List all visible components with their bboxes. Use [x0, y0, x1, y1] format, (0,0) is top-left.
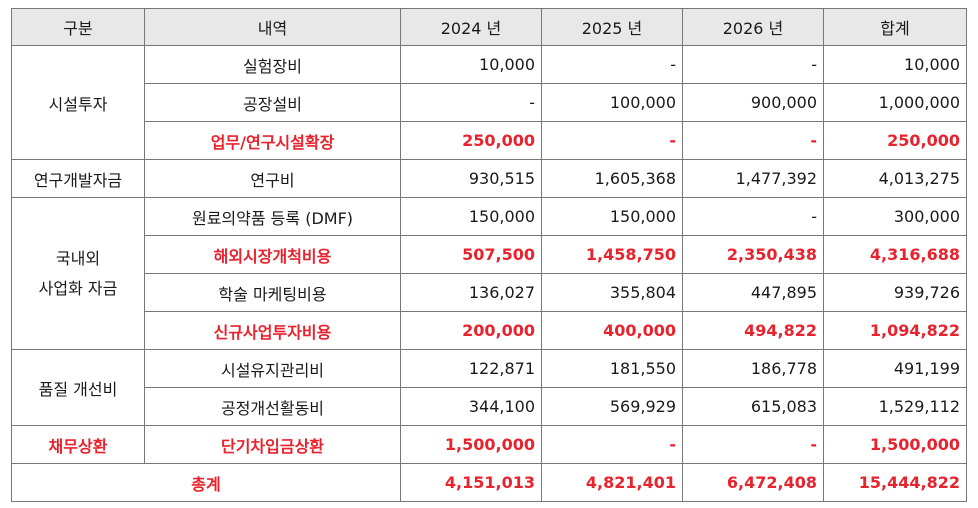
group-facility: 시설투자 [11, 45, 145, 160]
group-rnd: 연구개발자금 [11, 159, 145, 198]
group-business: 국내외 사업화 자금 [11, 197, 145, 350]
table-row: 업무/연구시설확장 250,000 - - 250,000 [12, 121, 967, 160]
row-item: 업무/연구시설확장 [144, 121, 401, 160]
row-2026: 186,778 [682, 349, 824, 388]
row-2024: 930,515 [400, 159, 542, 198]
header-category: 구분 [11, 8, 145, 46]
row-2026: 1,477,392 [682, 159, 824, 198]
grand-total-2024: 4,151,013 [400, 463, 542, 502]
row-total: 1,094,822 [823, 311, 967, 350]
grand-total-label: 총계 [11, 463, 401, 502]
header-row: 구분 내역 2024 년 2025 년 2026 년 합계 [11, 8, 967, 46]
row-2024: - [400, 83, 542, 122]
row-item: 해외시장개척비용 [144, 235, 401, 274]
row-total: 1,500,000 [823, 425, 967, 464]
group-business-line2: 사업화 자금 [38, 278, 118, 298]
table-row: 채무상환 단기차입금상환 1,500,000 - - 1,500,000 [11, 425, 967, 464]
group-debt: 채무상환 [11, 425, 145, 464]
header-2024: 2024 년 [400, 8, 542, 46]
row-2025: 1,605,368 [541, 159, 683, 198]
table-row: 해외시장개척비용 507,500 1,458,750 2,350,438 4,3… [12, 235, 967, 274]
header-item: 내역 [144, 8, 401, 46]
header-2026: 2026 년 [682, 8, 824, 46]
row-item: 신규사업투자비용 [144, 311, 401, 350]
row-2025: 100,000 [541, 83, 683, 122]
grand-total-sum: 15,444,822 [823, 463, 967, 502]
row-item: 연구비 [144, 159, 401, 198]
table-row: 공정개선활동비 344,100 569,929 615,083 1,529,11… [12, 387, 967, 426]
row-item: 원료의약품 등록 (DMF) [144, 197, 401, 236]
row-2026: - [682, 197, 824, 236]
row-2024: 1,500,000 [400, 425, 542, 464]
group-quality: 품질 개선비 [11, 349, 145, 426]
row-total: 939,726 [823, 273, 967, 312]
row-total: 1,529,112 [823, 387, 967, 426]
table-row: 품질 개선비 시설유지관리비 122,871 181,550 186,778 4… [11, 349, 967, 426]
row-2024: 10,000 [400, 45, 542, 84]
row-item: 공장설비 [144, 83, 401, 122]
row-2026: 615,083 [682, 387, 824, 426]
row-2024: 507,500 [400, 235, 542, 274]
header-2025: 2025 년 [541, 8, 683, 46]
row-2026: - [682, 425, 824, 464]
row-total: 1,000,000 [823, 83, 967, 122]
row-2024: 250,000 [400, 121, 542, 160]
row-2026: 494,822 [682, 311, 824, 350]
group-business-line1: 국내외 [55, 248, 101, 268]
header-total: 합계 [823, 8, 967, 46]
row-item: 실험장비 [144, 45, 401, 84]
row-item: 단기차입금상환 [144, 425, 401, 464]
row-2025: 181,550 [541, 349, 683, 388]
row-2024: 122,871 [400, 349, 542, 388]
row-2024: 136,027 [400, 273, 542, 312]
row-2026: 447,895 [682, 273, 824, 312]
row-total: 250,000 [823, 121, 967, 160]
grand-total-row: 총계 4,151,013 4,821,401 6,472,408 15,444,… [11, 463, 967, 502]
row-total: 4,316,688 [823, 235, 967, 274]
table-row: 시설투자 실험장비 10,000 - - 10,000 [11, 45, 967, 160]
row-2024: 150,000 [400, 197, 542, 236]
row-total: 491,199 [823, 349, 967, 388]
row-2026: - [682, 121, 824, 160]
grand-total-2025: 4,821,401 [541, 463, 683, 502]
grand-total-2026: 6,472,408 [682, 463, 824, 502]
row-total: 10,000 [823, 45, 967, 84]
table-row: 학술 마케팅비용 136,027 355,804 447,895 939,726 [12, 273, 967, 312]
row-2026: 900,000 [682, 83, 824, 122]
row-2025: 400,000 [541, 311, 683, 350]
row-total: 4,013,275 [823, 159, 967, 198]
table-row: 공장설비 - 100,000 900,000 1,000,000 [12, 83, 967, 122]
row-total: 300,000 [823, 197, 967, 236]
row-2025: - [541, 45, 683, 84]
row-2025: 355,804 [541, 273, 683, 312]
row-2024: 200,000 [400, 311, 542, 350]
row-2025: - [541, 425, 683, 464]
row-2025: 1,458,750 [541, 235, 683, 274]
row-item: 공정개선활동비 [144, 387, 401, 426]
row-2024: 344,100 [400, 387, 542, 426]
row-2025: 150,000 [541, 197, 683, 236]
row-2026: - [682, 45, 824, 84]
table-row: 연구개발자금 연구비 930,515 1,605,368 1,477,392 4… [11, 159, 967, 198]
row-item: 학술 마케팅비용 [144, 273, 401, 312]
fund-usage-table: 구분 내역 2024 년 2025 년 2026 년 합계 시설투자 실험장비 … [11, 8, 967, 502]
row-2026: 2,350,438 [682, 235, 824, 274]
table-row: 신규사업투자비용 200,000 400,000 494,822 1,094,8… [12, 311, 967, 350]
table-row: 국내외 사업화 자금 원료의약품 등록 (DMF) 150,000 150,00… [11, 197, 967, 350]
row-2025: 569,929 [541, 387, 683, 426]
row-item: 시설유지관리비 [144, 349, 401, 388]
row-2025: - [541, 121, 683, 160]
